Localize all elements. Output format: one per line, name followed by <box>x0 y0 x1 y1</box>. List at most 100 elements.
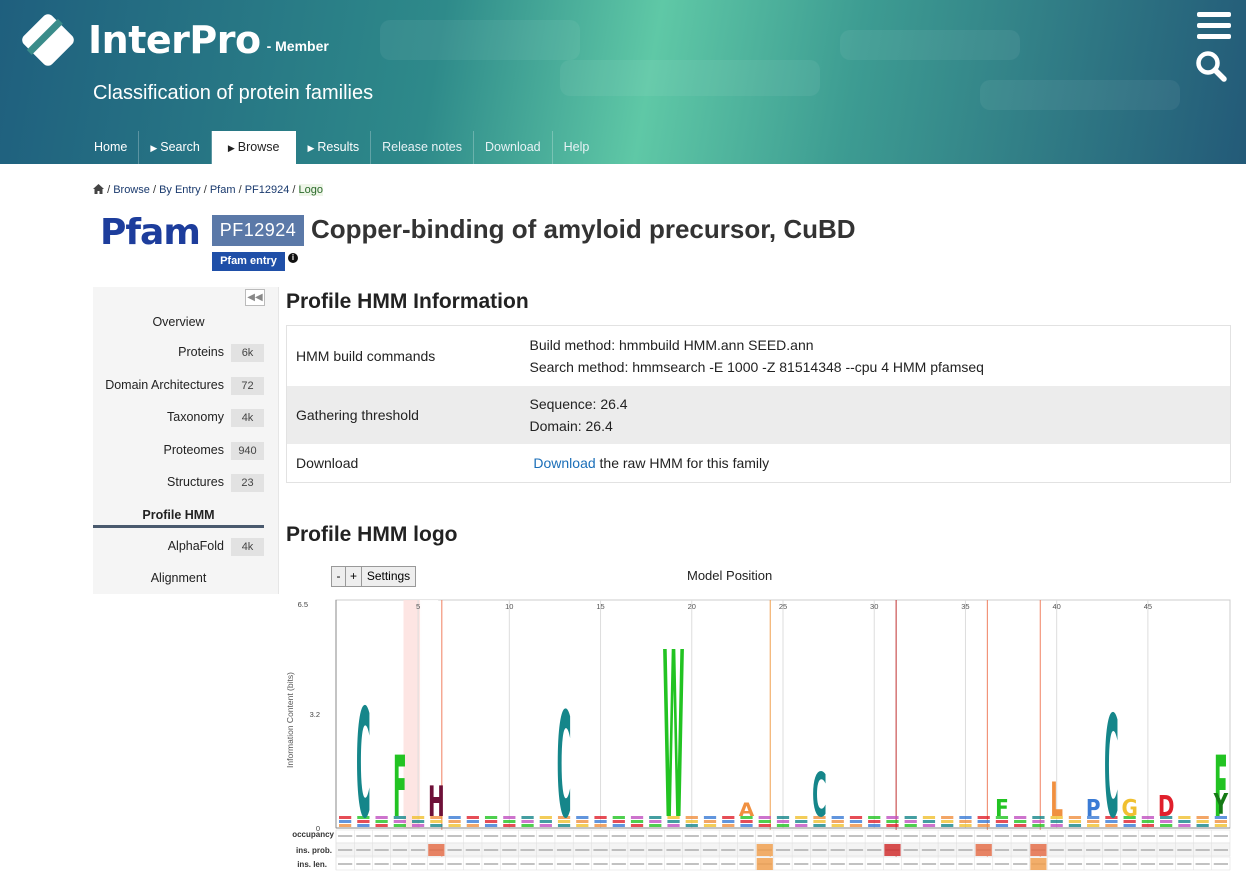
collapse-sidebar-icon[interactable]: ◀◀ <box>245 289 265 306</box>
sidebar-item-alphafold[interactable]: AlphaFold 4k <box>93 535 264 557</box>
minor-residue-mark <box>740 824 753 827</box>
info-cell-value <box>648 849 663 851</box>
minor-residue-mark <box>357 824 370 827</box>
info-icon[interactable]: i <box>288 253 298 263</box>
minor-residue-mark <box>1196 816 1209 819</box>
home-icon[interactable] <box>93 184 104 194</box>
download-hmm-link[interactable]: Download <box>533 454 596 471</box>
nav-help[interactable]: Help <box>553 131 601 164</box>
build-commands-value: Build method: hmmbuild HMM.ann SEED.ann … <box>521 326 1231 386</box>
info-cell-value <box>392 835 407 837</box>
minor-residue-mark <box>904 824 917 827</box>
interpro-logo[interactable]: InterPro - Member <box>20 12 329 68</box>
minor-residue-mark <box>813 824 826 827</box>
accession-badge: PF12924 <box>212 215 304 246</box>
header-decoration <box>840 30 1020 60</box>
info-cell-value <box>611 835 626 837</box>
breadcrumb-accession[interactable]: PF12924 <box>244 184 290 196</box>
info-cell-value <box>775 849 791 851</box>
sequence-threshold: Sequence: 26.4 <box>529 395 628 412</box>
minor-residue-mark <box>1068 820 1082 823</box>
info-cell-value <box>1067 863 1083 865</box>
info-cell-value <box>429 863 444 865</box>
nav-download[interactable]: Download <box>474 131 553 164</box>
info-cell-value <box>593 849 608 851</box>
info-cell-value <box>374 835 389 837</box>
domain-threshold: Domain: 26.4 <box>529 417 613 434</box>
breadcrumb-pfam[interactable]: Pfam <box>209 184 236 196</box>
nav-home[interactable]: Home <box>83 131 140 164</box>
sidebar-item-domain-architectures[interactable]: Domain Architectures 72 <box>93 374 264 396</box>
breadcrumb-by-entry[interactable]: By Entry <box>159 184 201 196</box>
minor-residue-mark <box>594 824 607 827</box>
nav-browse[interactable]: ▶ Browse <box>211 131 297 164</box>
minor-residue-mark <box>995 820 1009 823</box>
minor-residue-mark <box>1068 824 1082 827</box>
info-cell-value <box>502 863 517 865</box>
breadcrumb-separator: / <box>238 184 242 196</box>
info-cell-value <box>648 835 663 837</box>
sidebar-item-overview[interactable]: Overview <box>93 311 264 333</box>
brand-name: InterPro <box>88 18 261 62</box>
minor-residue-mark <box>886 824 899 827</box>
breadcrumb-browse[interactable]: Browse <box>113 184 150 196</box>
logo-letter: L <box>1050 774 1063 827</box>
sidebar-item-proteomes[interactable]: Proteomes 940 <box>93 439 264 461</box>
minor-residue-mark <box>1105 824 1118 827</box>
minor-residue-mark <box>521 816 534 819</box>
info-cell-value <box>520 849 535 851</box>
zoom-out-button[interactable]: - <box>331 566 346 587</box>
zoom-in-button[interactable]: + <box>345 566 362 587</box>
info-cell-value <box>903 835 918 837</box>
minor-residue-mark <box>649 816 662 819</box>
info-cell-value <box>903 863 918 865</box>
info-cell-value <box>575 863 590 865</box>
logo-letter: F <box>1214 739 1228 837</box>
info-cell-value <box>958 863 973 865</box>
nav-results[interactable]: ▶ Results <box>296 131 372 164</box>
minor-residue-mark <box>758 824 771 827</box>
info-cell-value <box>1159 835 1174 837</box>
sidebar-item-profile-hmm[interactable]: Profile HMM <box>93 504 264 526</box>
minor-residue-mark <box>740 820 753 823</box>
nav-search[interactable]: ▶ Search <box>139 131 212 164</box>
info-cell-value <box>410 835 426 837</box>
info-cell-value <box>1177 835 1192 837</box>
x-tick-label: 30 <box>870 602 878 611</box>
info-cell-value <box>848 863 864 865</box>
info-cell-value <box>702 849 718 851</box>
hamburger-menu-icon[interactable] <box>1197 12 1231 42</box>
nav-release-notes[interactable]: Release notes <box>371 131 475 164</box>
minor-residue-mark <box>1014 820 1027 823</box>
settings-button[interactable]: Settings <box>361 566 416 587</box>
minor-residue-mark <box>1196 824 1209 827</box>
minor-residue-mark <box>339 820 352 823</box>
search-icon[interactable] <box>1195 50 1227 87</box>
info-cell-value <box>611 849 626 851</box>
info-cell-value <box>684 863 699 865</box>
minor-residue-mark <box>977 820 990 823</box>
minor-residue-mark <box>685 816 698 819</box>
breadcrumb-separator: / <box>203 184 207 196</box>
entry-type-badge: Pfam entry <box>212 252 285 271</box>
minor-residue-mark <box>1160 816 1173 819</box>
info-cell-value <box>1104 849 1119 851</box>
hmm-logo-chart[interactable]: Information Content (bits) 6.5 3.2 0 occ… <box>282 592 1234 876</box>
sidebar-item-proteins[interactable]: Proteins 6k <box>93 341 264 363</box>
minor-residue-mark <box>995 824 1009 827</box>
info-cell-value <box>429 835 444 837</box>
info-cell-value <box>356 849 371 851</box>
breadcrumb-separator: / <box>152 184 156 196</box>
sidebar-item-label: Structures <box>167 475 224 489</box>
sidebar-item-label: Proteomes <box>163 443 224 457</box>
sidebar-item-structures[interactable]: Structures 23 <box>93 471 264 493</box>
minor-residue-mark <box>630 816 644 819</box>
sidebar-item-alignment[interactable]: Alignment <box>93 567 264 589</box>
row-label-occupancy: occupancy <box>292 830 334 839</box>
info-cell-value <box>885 835 900 837</box>
minor-residue-mark <box>448 816 461 819</box>
info-cell-value <box>556 849 572 851</box>
info-cell-value <box>1086 849 1101 851</box>
sidebar-item-taxonomy[interactable]: Taxonomy 4k <box>93 406 264 428</box>
info-cell-value <box>410 849 426 851</box>
